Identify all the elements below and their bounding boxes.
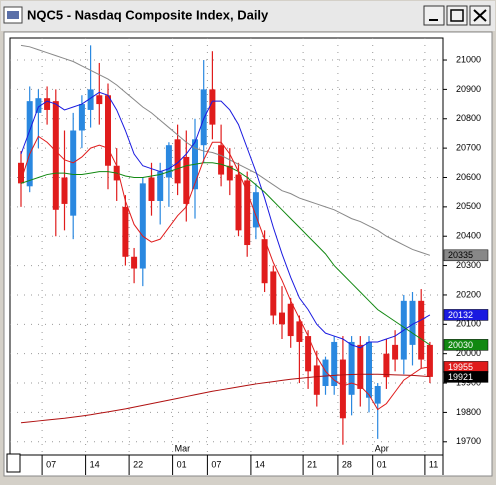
- candle-body: [200, 89, 207, 146]
- y-tick-label: 20900: [456, 84, 481, 94]
- last-value-label: 20132: [448, 310, 473, 320]
- candle-body: [70, 130, 77, 216]
- candle-body: [339, 359, 346, 419]
- chart-content: 1970019800199002000020100202002030020400…: [10, 38, 489, 475]
- app-icon-inner: [7, 11, 19, 19]
- x-tick-label: 14: [90, 459, 100, 469]
- y-tick-label: 20800: [456, 113, 481, 123]
- candle-body: [331, 341, 338, 386]
- x-tick-label: 28: [342, 459, 352, 469]
- candle-body: [131, 256, 138, 269]
- x-tick-label: 21: [307, 459, 317, 469]
- moving-average-line: [20, 44, 431, 256]
- candle-body: [409, 300, 416, 345]
- last-value-label: 20030: [448, 340, 473, 350]
- candle-body: [26, 101, 33, 187]
- candle-body: [426, 344, 433, 377]
- candle-body: [183, 156, 190, 204]
- candle-body: [226, 165, 233, 181]
- y-tick-label: 20400: [456, 231, 481, 241]
- candle-body: [61, 177, 68, 204]
- candle-body: [235, 174, 242, 231]
- candle-body: [122, 206, 129, 257]
- last-value-box: [443, 371, 489, 383]
- y-tick-label: 20500: [456, 201, 481, 211]
- candle-body: [392, 344, 399, 360]
- candle-body: [313, 365, 320, 395]
- y-tick-label: 20100: [456, 319, 481, 329]
- month-label: Mar: [175, 443, 191, 453]
- candle-body: [252, 192, 259, 228]
- chart-title: NQC5 - Nasdaq Composite Index, Daily: [27, 7, 269, 22]
- title-bar: [1, 1, 495, 31]
- maximize-button[interactable]: [446, 5, 468, 26]
- candle-body: [357, 344, 364, 389]
- candle-body: [35, 98, 42, 113]
- candle-body: [348, 341, 355, 395]
- candle-body: [44, 98, 51, 110]
- x-tick-label: 01: [377, 459, 387, 469]
- candle-body: [209, 89, 216, 125]
- y-tick-label: 20300: [456, 260, 481, 270]
- candle-body: [374, 385, 381, 404]
- y-tick-label: 20200: [456, 289, 481, 299]
- candle-body: [366, 341, 372, 398]
- last-value-label: 20335: [448, 250, 473, 260]
- candle-body: [87, 89, 94, 110]
- candle-body: [78, 104, 85, 131]
- candle-body: [18, 162, 24, 184]
- scroll-box[interactable]: [6, 453, 21, 473]
- x-tick-label: 07: [211, 459, 221, 469]
- candle-body: [244, 180, 251, 246]
- y-tick-label: 20000: [456, 348, 481, 358]
- y-tick-label: 19700: [456, 436, 481, 446]
- moving-average-line: [20, 373, 430, 424]
- last-value-box: [443, 249, 489, 262]
- month-label: Apr: [375, 443, 389, 453]
- last-value-box: [443, 309, 489, 321]
- last-value-label: 19921: [448, 372, 473, 382]
- minimize-button[interactable]: [423, 5, 445, 26]
- x-tick-label: 01: [177, 459, 187, 469]
- candle-body: [96, 95, 103, 105]
- y-tick-label: 19800: [456, 407, 481, 417]
- candle-body: [261, 239, 268, 284]
- candle-body: [165, 145, 172, 178]
- candle-body: [174, 139, 181, 184]
- candle-body: [322, 359, 329, 386]
- candle-body: [105, 95, 111, 166]
- window-buttons: [423, 5, 491, 26]
- last-value-label: 19955: [448, 362, 473, 372]
- moving-average-line: [20, 135, 430, 411]
- candle-body: [139, 183, 146, 269]
- candle-body: [287, 303, 294, 337]
- x-tick-label: 14: [255, 459, 265, 469]
- close-icon: [473, 9, 487, 22]
- candle-body: [52, 101, 59, 210]
- moving-average-line: [20, 91, 431, 349]
- maximize-icon: [450, 9, 464, 22]
- candle-body: [270, 271, 277, 316]
- candle-body: [296, 321, 303, 342]
- moving-average-line: [20, 162, 431, 346]
- candle-body: [418, 300, 425, 360]
- y-tick-label: 20700: [456, 142, 481, 152]
- last-value-box: [443, 339, 489, 351]
- candle-body: [305, 336, 312, 372]
- candle-body: [279, 312, 285, 325]
- candle-body: [383, 353, 390, 378]
- x-tick-label: 11: [429, 459, 438, 469]
- y-tick-label: 21000: [456, 54, 481, 64]
- x-tick-label: 07: [46, 459, 56, 469]
- candle-body: [157, 171, 164, 201]
- candle-body: [148, 177, 155, 201]
- x-tick-label: 22: [133, 459, 143, 469]
- candle-body: [218, 145, 225, 175]
- y-tick-label: 20600: [456, 172, 481, 182]
